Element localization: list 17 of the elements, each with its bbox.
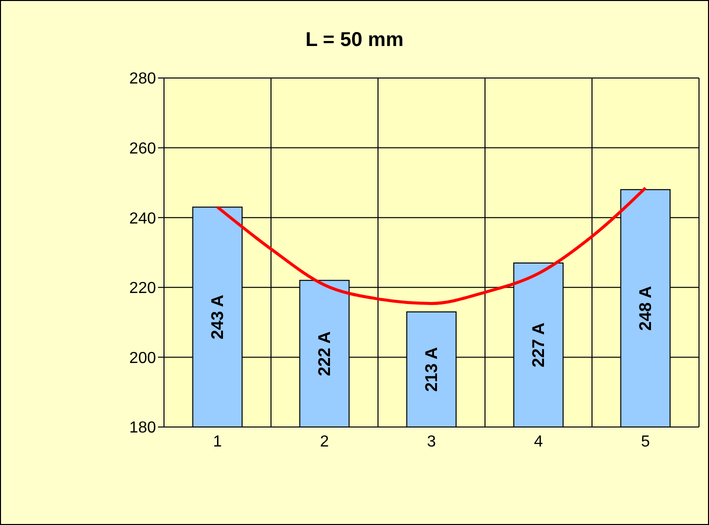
y-tick-label: 180 [129,420,156,437]
data-label: 227 A [528,322,548,368]
data-label: 222 A [314,331,334,376]
x-tick-label: 5 [641,433,650,450]
y-tick-label: 220 [129,280,156,298]
y-tick-label: 240 [129,210,156,228]
x-tick-label: 1 [213,433,222,450]
chart-title: L = 50 mm [304,29,405,52]
data-label: 243 A [208,294,227,340]
x-tick-label: 2 [320,433,330,450]
y-tick-label: 280 [129,70,156,88]
data-label: 213 A [422,347,441,392]
y-tick-label: 200 [129,350,156,367]
x-tick-label: 4 [534,433,544,450]
y-tick-label: 260 [129,140,156,158]
x-tick-label: 3 [427,433,436,450]
data-label: 248 A [636,286,655,331]
